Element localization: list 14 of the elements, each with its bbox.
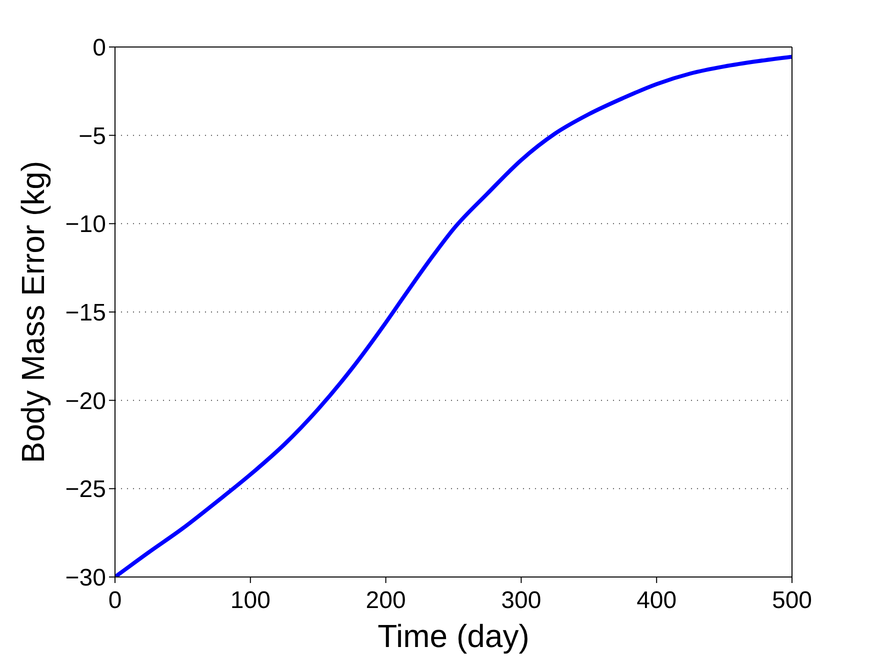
x-tick-label: 400 <box>636 587 677 614</box>
x-tick-label: 500 <box>772 587 812 614</box>
y-tick-label: −5 <box>78 122 106 150</box>
y-tick-label: −30 <box>65 564 106 592</box>
y-tick-label: −25 <box>65 476 106 504</box>
x-tick-label: 100 <box>230 587 270 614</box>
x-axis-title: Time (day) <box>378 618 530 654</box>
y-tick-label: −10 <box>65 211 106 238</box>
y-tick-label: 0 <box>92 34 106 62</box>
x-tick-label: 200 <box>366 587 406 614</box>
y-tick-label: −15 <box>65 300 106 327</box>
y-axis-title: Body Mass Error (kg) <box>15 160 51 464</box>
x-tick-label: 300 <box>501 587 542 614</box>
y-tick-label: −20 <box>65 388 106 415</box>
